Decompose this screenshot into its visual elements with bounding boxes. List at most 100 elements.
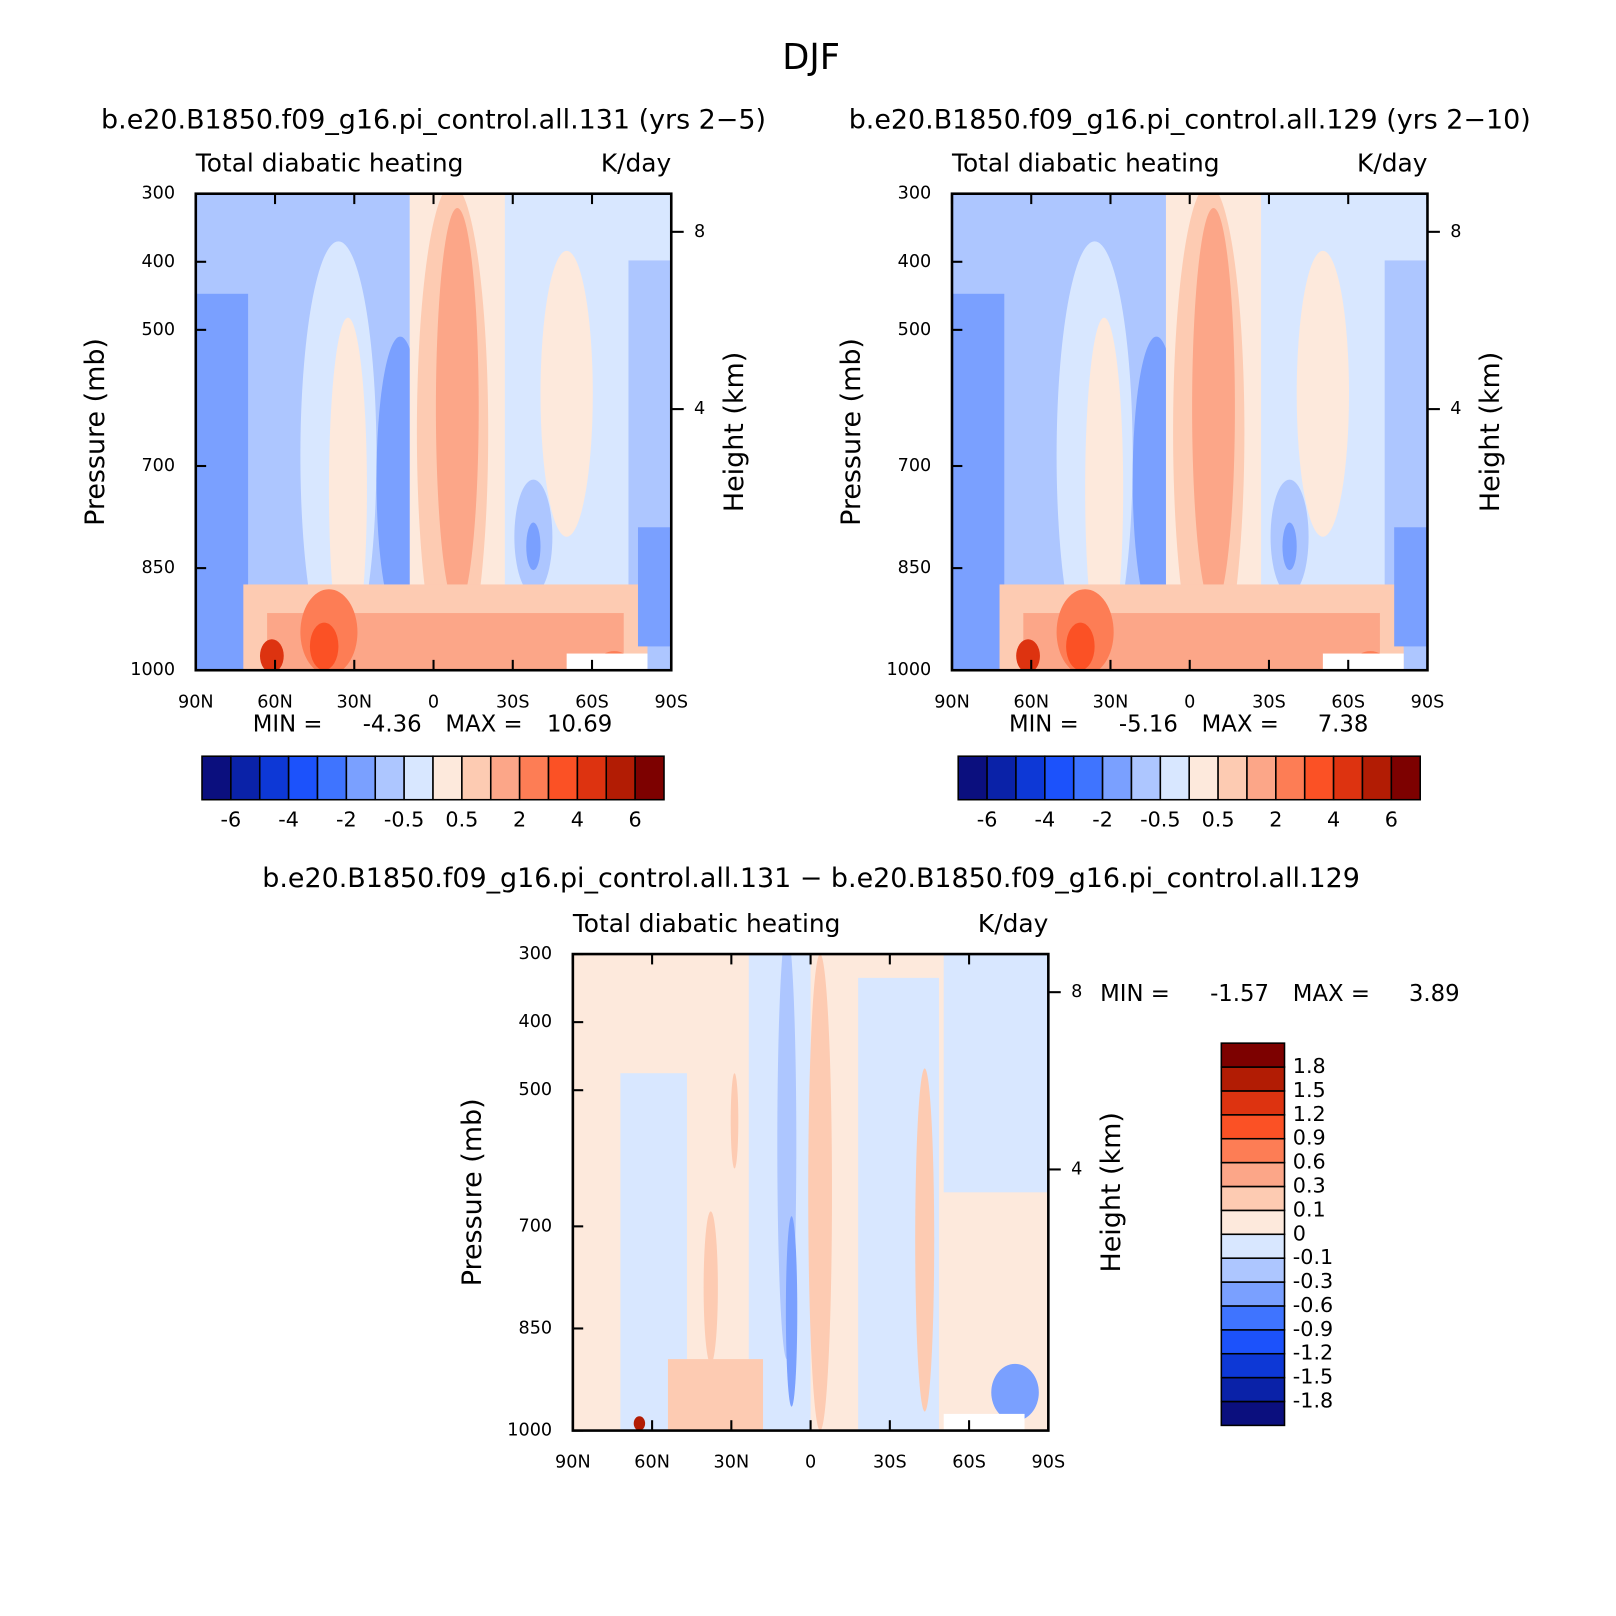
- figure-title: DJF: [782, 37, 840, 78]
- y2-axis-label: Height (km): [1475, 352, 1506, 512]
- max-label: MAX =: [1202, 712, 1279, 738]
- colorbar-box: [605, 755, 636, 801]
- min-label: MIN =: [253, 712, 323, 738]
- min-value: -1.57: [1210, 981, 1269, 1007]
- y-tick-label: 300: [141, 184, 175, 204]
- min-value: -5.16: [1119, 712, 1178, 738]
- missing-region: [943, 1413, 1025, 1431]
- max-value: 10.69: [547, 712, 612, 738]
- colorbar-label: 0.5: [445, 807, 478, 831]
- max-label: MAX =: [1293, 981, 1370, 1007]
- colorbar-box: [461, 755, 492, 801]
- colorbar-box: [345, 755, 377, 801]
- colorbar-box: [230, 755, 261, 801]
- x-tick-label: 60S: [952, 1453, 986, 1473]
- colorbar-box: [1220, 1185, 1286, 1212]
- y-tick-label: 500: [519, 1080, 553, 1100]
- min-label: MIN =: [1100, 981, 1170, 1007]
- colorbar-label: -0.5: [384, 807, 424, 831]
- x-tick-label: 90S: [1411, 692, 1445, 712]
- colorbar-box: [1015, 755, 1046, 801]
- y-tick-label: 500: [141, 320, 175, 340]
- y2-tick-label: 8: [1071, 982, 1082, 1002]
- x-tick-label: 60S: [1331, 692, 1365, 712]
- colorbar-label: 2: [513, 807, 526, 831]
- colorbar-label: 1.2: [1293, 1102, 1326, 1126]
- y-tick-label: 1000: [130, 660, 175, 680]
- colorbar-label: 6: [1385, 807, 1398, 831]
- colorbar-label: 4: [571, 807, 584, 831]
- y-tick-label: 400: [141, 252, 175, 272]
- colorbar-box: [1188, 755, 1219, 801]
- colorbar-label: -0.5: [1140, 807, 1180, 831]
- x-tick-label: 60N: [1013, 692, 1049, 712]
- colorbar-box: [1220, 1400, 1286, 1427]
- colorbar-box: [1220, 1305, 1286, 1331]
- colorbar-box: [1220, 1209, 1286, 1236]
- colorbar-box: [432, 755, 463, 801]
- colorbar-label: -0.9: [1293, 1317, 1333, 1341]
- contour-field: [195, 193, 672, 671]
- colorbar-box: [1220, 1257, 1286, 1283]
- contour-region: [309, 622, 339, 671]
- colorbar-box: [1361, 755, 1393, 801]
- colorbar-box: [489, 755, 521, 801]
- colorbar-box: [1303, 755, 1335, 801]
- x-tick-label: 30S: [873, 1453, 907, 1473]
- colorbar-label: -4: [278, 807, 299, 831]
- y-tick-label: 1000: [886, 660, 931, 680]
- colorbar-label: 0.5: [1202, 807, 1235, 831]
- y-axis-label: Pressure (mb): [836, 338, 867, 526]
- x-tick-label: 60N: [634, 1453, 670, 1473]
- colorbar-label: 0: [1293, 1221, 1306, 1245]
- colorbar-label: -6: [221, 807, 242, 831]
- y-tick-label: 850: [519, 1318, 553, 1338]
- colorbar-label: 0.9: [1293, 1126, 1326, 1150]
- contour-region: [435, 208, 479, 609]
- y2-tick-label: 4: [694, 399, 705, 419]
- missing-region: [566, 653, 648, 671]
- colorbar-box: [1220, 1233, 1286, 1259]
- y2-tick-label: 8: [1450, 222, 1461, 242]
- colorbar-box: [1220, 1281, 1286, 1307]
- x-tick-label: 90N: [934, 692, 970, 712]
- colorbar-box: [403, 755, 434, 801]
- y2-tick-label: 4: [1071, 1159, 1082, 1179]
- subtitle: Total diabatic heating: [951, 149, 1220, 178]
- contour-region: [943, 954, 1049, 1193]
- y-tick-label: 850: [141, 558, 175, 578]
- y-axis-label: Pressure (mb): [457, 1098, 488, 1286]
- contour-region: [540, 250, 593, 537]
- min-value: -4.36: [363, 712, 422, 738]
- colorbar-box: [374, 755, 405, 801]
- colorbar-box: [1220, 1352, 1286, 1379]
- contour-region: [526, 522, 541, 571]
- colorbar-box: [1220, 1090, 1286, 1116]
- contour-region: [1085, 317, 1124, 661]
- max-label: MAX =: [445, 712, 522, 738]
- colorbar-label: 1.8: [1293, 1054, 1326, 1078]
- y-tick-label: 400: [519, 1012, 553, 1032]
- contour-region: [991, 1363, 1039, 1422]
- colorbar-box: [1220, 1114, 1286, 1140]
- contour-region: [915, 1068, 935, 1412]
- y-tick-label: 700: [519, 1216, 553, 1236]
- y2-axis-label: Height (km): [719, 352, 750, 512]
- colorbar-label: 6: [629, 807, 642, 831]
- colorbar-box: [518, 755, 550, 801]
- colorbar-label: -0.1: [1293, 1245, 1333, 1269]
- contour-region: [785, 1216, 798, 1407]
- colorbar-box: [1220, 1042, 1286, 1068]
- x-tick-label: 90N: [178, 692, 214, 712]
- panel: b.e20.B1850.f09_g16.pi_control.all.131 −…: [262, 863, 1459, 1473]
- colorbar-box: [986, 755, 1017, 801]
- x-tick-label: 30S: [1252, 692, 1286, 712]
- colorbar-box: [1220, 1376, 1286, 1403]
- contour-region: [951, 293, 1005, 671]
- colorbar-box: [1220, 1161, 1286, 1188]
- x-tick-label: 90S: [654, 692, 688, 712]
- colorbar-label: 1.5: [1293, 1078, 1326, 1102]
- y-tick-label: 850: [898, 558, 932, 578]
- colorbar-box: [1220, 1066, 1286, 1092]
